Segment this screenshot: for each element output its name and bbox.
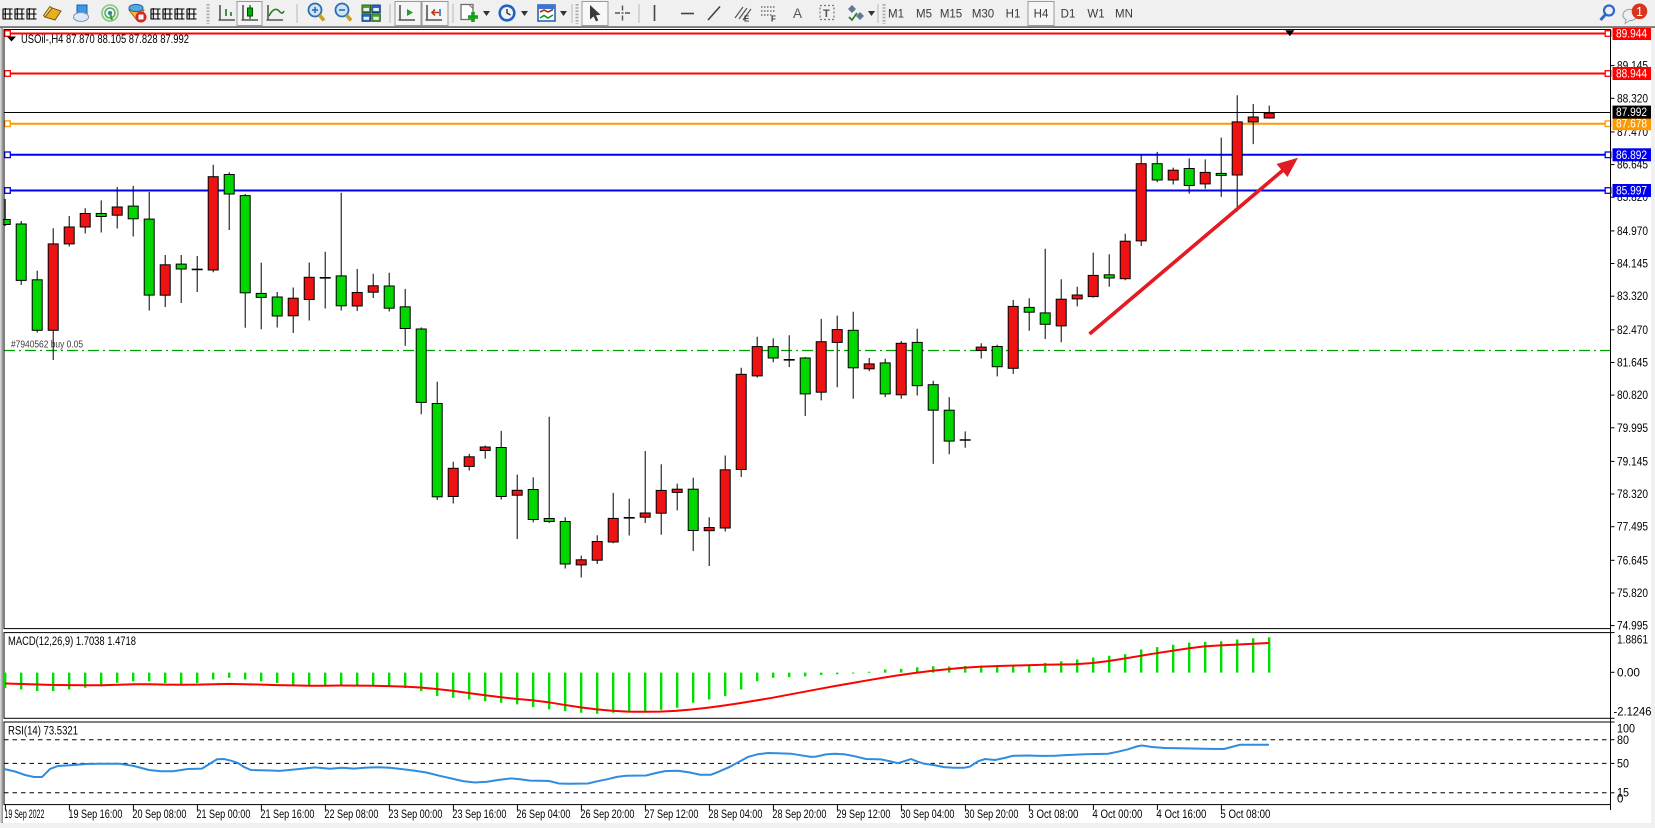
svg-text:30 Sep 20:00: 30 Sep 20:00	[964, 809, 1018, 821]
svg-text:D1: D1	[1061, 9, 1076, 21]
svg-text:MACD(12,26,9) 1.7038 1.4718: MACD(12,26,9) 1.7038 1.4718	[8, 636, 136, 648]
svg-text:87.992: 87.992	[1616, 107, 1647, 119]
svg-text:19 Sep 16:00: 19 Sep 16:00	[68, 809, 122, 821]
svg-text:30 Sep 04:00: 30 Sep 04:00	[900, 809, 954, 821]
svg-text:82.470: 82.470	[1617, 325, 1648, 337]
svg-text:4 Oct 16:00: 4 Oct 16:00	[1156, 809, 1206, 821]
svg-text:26 Sep 20:00: 26 Sep 20:00	[580, 809, 634, 821]
svg-text:M30: M30	[972, 9, 994, 21]
svg-text:M5: M5	[916, 9, 932, 21]
svg-text:26 Sep 04:00: 26 Sep 04:00	[516, 809, 570, 821]
svg-text:0.00: 0.00	[1617, 667, 1640, 679]
svg-text:23 Sep 16:00: 23 Sep 16:00	[452, 809, 506, 821]
svg-text:83.320: 83.320	[1617, 291, 1648, 303]
svg-text:4 Oct 00:00: 4 Oct 00:00	[1092, 809, 1142, 821]
svg-text:#7940562 buy 0.05: #7940562 buy 0.05	[11, 339, 83, 351]
svg-text:W1: W1	[1087, 9, 1104, 21]
svg-text:F: F	[771, 15, 776, 24]
svg-text:88.944: 88.944	[1616, 69, 1648, 81]
svg-text:H4: H4	[1034, 9, 1049, 21]
svg-text:77.495: 77.495	[1617, 522, 1648, 534]
svg-text:A: A	[793, 6, 802, 21]
svg-text:28 Sep 20:00: 28 Sep 20:00	[772, 809, 826, 821]
svg-text:100: 100	[1617, 723, 1635, 735]
svg-text:21 Sep 00:00: 21 Sep 00:00	[196, 809, 250, 821]
svg-text:5 Oct 08:00: 5 Oct 08:00	[1220, 809, 1270, 821]
svg-text:89.944: 89.944	[1616, 29, 1648, 41]
svg-text:80: 80	[1617, 735, 1629, 747]
svg-text:T: T	[823, 8, 830, 20]
svg-text:3 Oct 08:00: 3 Oct 08:00	[1028, 809, 1078, 821]
svg-text:1: 1	[1636, 5, 1643, 19]
svg-text:0: 0	[1617, 793, 1623, 805]
svg-text:84.145: 84.145	[1617, 259, 1648, 271]
svg-text:USOil-,H4 87.870 88.105 87.82: USOil-,H4 87.870 88.105 87.828 87.992	[21, 32, 189, 46]
svg-text:-2.1246: -2.1246	[1614, 707, 1652, 719]
svg-text:88.320: 88.320	[1617, 93, 1648, 105]
svg-text:1.8861: 1.8861	[1617, 635, 1648, 647]
svg-text:M15: M15	[940, 9, 962, 21]
svg-text:29 Sep 12:00: 29 Sep 12:00	[836, 809, 890, 821]
svg-text:21 Sep 16:00: 21 Sep 16:00	[260, 809, 314, 821]
svg-text:85.997: 85.997	[1616, 186, 1647, 198]
svg-text:MN: MN	[1115, 9, 1133, 21]
svg-text:78.320: 78.320	[1617, 489, 1648, 501]
svg-text:20 Sep 08:00: 20 Sep 08:00	[132, 809, 186, 821]
svg-text:H1: H1	[1006, 9, 1021, 21]
svg-text:87.678: 87.678	[1616, 119, 1647, 131]
svg-text:86.645: 86.645	[1617, 160, 1648, 172]
svg-text:74.995: 74.995	[1617, 621, 1648, 633]
svg-text:RSI(14) 73.5321: RSI(14) 73.5321	[8, 726, 78, 738]
svg-text:27 Sep 12:00: 27 Sep 12:00	[644, 809, 698, 821]
svg-text:79.995: 79.995	[1617, 423, 1648, 435]
svg-text:15: 15	[1617, 787, 1629, 799]
svg-text:23 Sep 00:00: 23 Sep 00:00	[388, 809, 442, 821]
svg-text:79.145: 79.145	[1617, 456, 1648, 468]
svg-text:75.820: 75.820	[1617, 588, 1648, 600]
svg-text:E: E	[744, 15, 750, 24]
svg-text:76.645: 76.645	[1617, 555, 1648, 567]
svg-text:22 Sep 08:00: 22 Sep 08:00	[324, 809, 378, 821]
svg-text:80.820: 80.820	[1617, 390, 1648, 402]
svg-text:86.892: 86.892	[1616, 150, 1647, 162]
svg-text:M1: M1	[888, 9, 904, 21]
svg-text:84.970: 84.970	[1617, 226, 1648, 238]
svg-text:19 Sep 2022: 19 Sep 2022	[4, 809, 44, 821]
svg-text:28 Sep 04:00: 28 Sep 04:00	[708, 809, 762, 821]
svg-text:50: 50	[1617, 759, 1629, 771]
svg-text:81.645: 81.645	[1617, 358, 1648, 370]
